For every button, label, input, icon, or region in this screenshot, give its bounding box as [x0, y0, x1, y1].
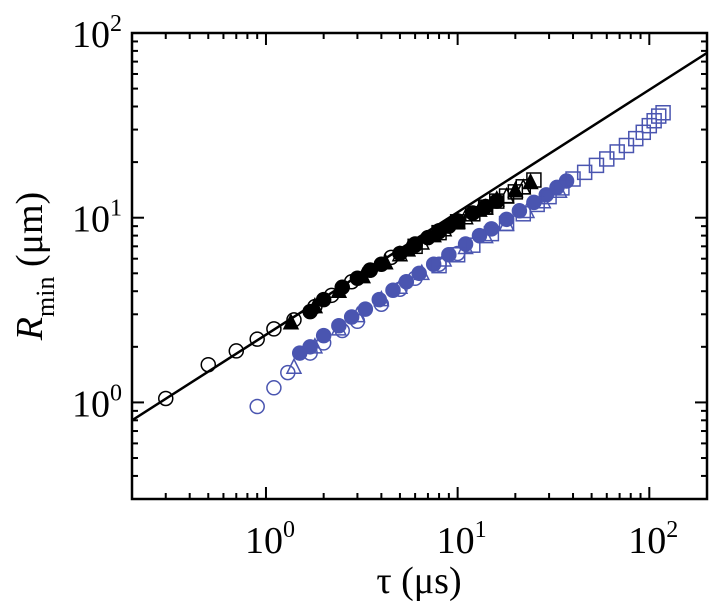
data-point [526, 172, 542, 188]
plot-area [132, 51, 707, 422]
axis-ticks [131, 32, 708, 500]
y-axis-title-unit: (μm) [9, 192, 51, 277]
data-point [477, 226, 494, 244]
data-point [457, 208, 474, 225]
data-point [498, 211, 515, 228]
data-point [407, 238, 423, 255]
plot-frame [130, 31, 709, 501]
x-tick-label: 100 [245, 517, 295, 562]
x-tick-label-base: 10 [628, 520, 666, 562]
data-point [315, 291, 332, 308]
y-tick-label: 101 [72, 196, 122, 241]
data-point [377, 253, 394, 270]
data-point [435, 220, 453, 237]
x-tick-label-exponent: 0 [283, 517, 295, 543]
y-tick-label-exponent: 2 [110, 11, 122, 37]
y-tick-label-base: 10 [72, 383, 110, 425]
data-point [650, 108, 667, 124]
y-axis-title: Rmin (μm) [9, 192, 60, 341]
y-axis-title-symbol: R [9, 317, 51, 341]
x-tick-label: 102 [628, 517, 678, 562]
data-point [425, 256, 442, 272]
data-point [483, 225, 500, 242]
data-point [457, 237, 474, 255]
data-point [200, 356, 217, 373]
data-point [641, 117, 658, 134]
y-tick-label-base: 10 [72, 199, 110, 241]
data-point [249, 398, 265, 415]
data-point [330, 281, 348, 298]
data-point [465, 237, 481, 253]
y-tick-label-base: 10 [72, 14, 110, 56]
data-point [158, 390, 174, 407]
data-point [535, 192, 552, 209]
data-point [449, 214, 466, 230]
x-axis-title: τ (μs) [376, 560, 461, 602]
x-tick-label-exponent: 2 [666, 517, 678, 543]
y-axis-title-subscript: min [31, 277, 60, 317]
data-point [285, 357, 303, 375]
fit-line [132, 51, 707, 422]
data-point [541, 188, 557, 205]
data-point [385, 282, 401, 298]
data-point [449, 247, 466, 263]
data-point [515, 178, 532, 195]
data-point [391, 245, 409, 262]
y-tick-label: 102 [72, 11, 122, 56]
data-point [330, 319, 348, 336]
data-point [489, 193, 505, 209]
x-tick-label: 101 [437, 517, 487, 562]
data-point [498, 215, 515, 232]
data-point [646, 112, 662, 129]
data-point [349, 305, 366, 323]
y-tick-label: 100 [72, 380, 122, 425]
data-point [266, 380, 282, 396]
data-point [529, 196, 545, 213]
data-point [498, 186, 515, 204]
data-point [655, 105, 671, 121]
y-tick-label-exponent: 0 [110, 380, 122, 406]
data-point [306, 337, 324, 354]
x-tick-label-base: 10 [437, 520, 475, 562]
data-point [477, 198, 494, 215]
data-point [373, 289, 390, 307]
x-tick-label-base: 10 [245, 520, 283, 562]
data-point [306, 296, 324, 314]
data-point [441, 247, 457, 263]
data-point [354, 266, 372, 284]
data-point [431, 257, 447, 274]
data-point [266, 321, 282, 337]
data-point [515, 206, 532, 222]
data-point [282, 313, 300, 330]
data-point [511, 203, 528, 219]
data-point [413, 263, 430, 281]
data-point [431, 224, 447, 241]
data-point [315, 327, 332, 344]
data-point [249, 331, 265, 347]
data-point [228, 343, 245, 359]
y-tick-label-exponent: 1 [110, 196, 122, 222]
data-point [391, 277, 409, 295]
data-point [554, 180, 570, 196]
x-tick-label-exponent: 1 [475, 517, 487, 543]
data-point [413, 233, 430, 250]
